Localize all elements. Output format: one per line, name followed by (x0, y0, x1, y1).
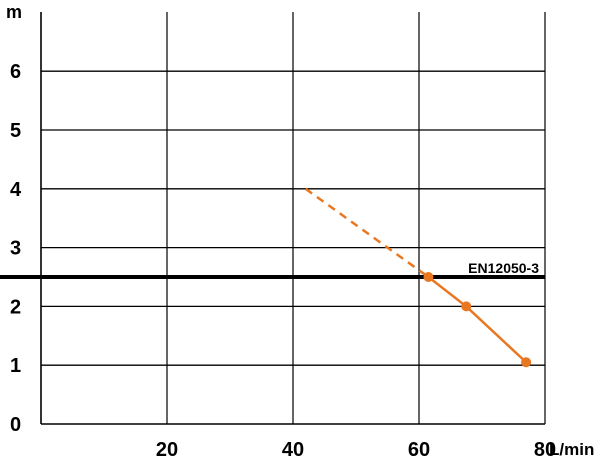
y-tick-label: 4 (10, 179, 22, 201)
y-axis-label: m (6, 2, 22, 22)
y-tick-label: 5 (10, 120, 21, 142)
grid (40, 12, 546, 425)
y-tick-label: 1 (10, 355, 21, 377)
x-tick-label: 60 (408, 439, 430, 461)
reference-line-label: EN12050-3 (468, 260, 539, 276)
data-point (521, 357, 532, 368)
series-line-dashed (304, 187, 430, 279)
x-axis-label: L/min (549, 440, 594, 459)
y-tick-label: 2 (10, 296, 21, 318)
x-tick-label: 20 (156, 439, 178, 461)
y-tick-label: 0 (10, 414, 21, 436)
series-layer (304, 187, 532, 368)
series-line (427, 276, 527, 364)
x-tick-label: 80 (534, 439, 556, 461)
y-tick-label: 3 (10, 238, 21, 260)
data-point (461, 301, 472, 312)
x-tick-label: 40 (282, 439, 304, 461)
tick-labels: 0 1 2 3 4 5 6 20 40 60 80 (10, 61, 556, 461)
y-tick-label: 6 (10, 61, 21, 83)
